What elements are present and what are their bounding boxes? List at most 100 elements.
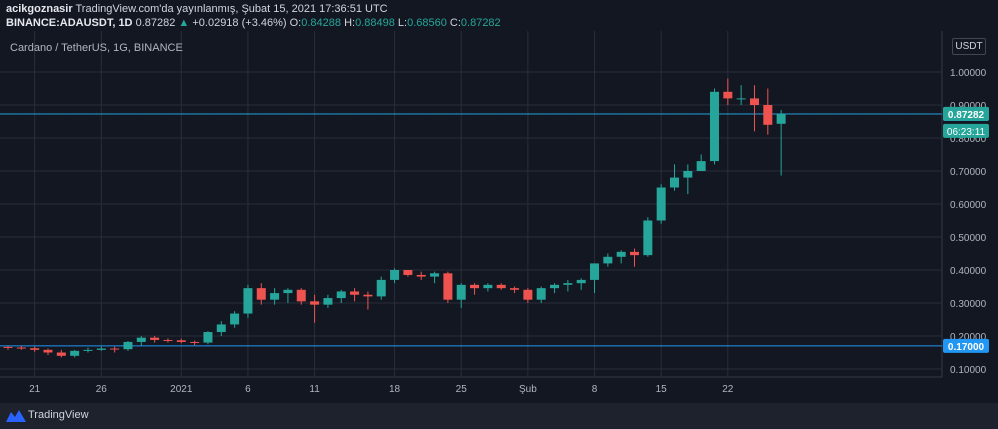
candle-body [523,289,533,300]
symbol-label: BINANCE:ADAUSDT, 1D [6,17,133,29]
candle-body [723,91,733,99]
candle-body [70,350,80,356]
candle-body [683,171,693,178]
candle-body [123,341,133,350]
y-tick-label: 0.90000 [950,101,987,112]
change-arrow-icon: ▲ [178,17,190,29]
last-price-label-bg [943,106,989,121]
close-label: C: [449,17,461,29]
candle-body [776,113,786,124]
candle-body [430,273,440,277]
x-tick-label: 26 [96,384,108,395]
candle-body [470,284,480,289]
footer-bar [0,403,998,429]
grid [0,31,998,403]
candle-body [630,251,640,256]
countdown-label: 06:23:11 [947,127,986,138]
x-tick-label: 2021 [170,384,193,395]
header-bar: acikgoznasir TradingView.com'da yayınlan… [0,0,998,31]
low-label: L: [397,17,408,29]
candle-body [16,347,26,349]
candle-body [363,294,373,297]
candle-body [176,340,186,342]
y-tick-label: 0.10000 [950,365,987,376]
candle-body [443,273,453,300]
publish-info: TradingView.com'da yayınlanmış, Şubat 15… [75,3,388,15]
candle-body [643,220,653,256]
author-name[interactable]: acikgoznasir [6,3,73,15]
y-tick-label: 0.30000 [950,299,987,310]
candle-body [190,341,200,343]
y-tick-label: 0.70000 [950,167,987,178]
candle-body [256,288,266,300]
candle-body [56,352,66,356]
y-tick-label: 0.40000 [950,266,987,277]
y-tick-label: 0.60000 [950,200,987,211]
currency-unit-button[interactable]: USDT [952,38,986,55]
candle-body [243,288,253,314]
y-tick-label: 0.50000 [950,233,987,244]
candle-body [336,291,346,299]
tradingview-logo-icon[interactable] [6,408,26,422]
last-price-label: 0.87282 [948,110,985,121]
candle-body [510,288,520,290]
axes: 0.10000 0.20000 0.30000 0.40000 0.50000 0.600… [29,68,989,395]
candle-body [416,274,426,277]
x-tick-label: 11 [309,384,320,395]
candle-body [496,284,506,289]
candle-body [656,187,666,221]
candle-body [616,251,626,257]
high-label: H: [344,17,356,29]
candle-body [310,301,320,305]
x-tick-label: 8 [592,384,598,395]
candle-body [563,283,573,285]
candle-body [30,348,40,350]
candle-body [376,279,386,297]
candle-body [483,284,493,289]
candle-body [603,256,613,264]
candle-body [43,349,53,353]
candle-body [216,324,226,333]
candle-body [403,270,413,275]
x-tick-label: 15 [656,384,668,395]
candle-body [270,293,280,300]
candle-body [83,349,93,351]
candle-body [350,291,360,295]
candle-body [323,298,333,305]
candle-body [150,337,160,340]
candle-body [736,98,746,100]
candle-body [536,288,546,300]
candle-body [3,346,13,348]
chart-title: Cardano / TetherUS, 1G, BINANCE [10,42,183,54]
candle-body [283,289,293,294]
close-value: 0.87282 [460,17,501,29]
open-label: O: [289,17,302,29]
horizontal-line-label-bg [943,338,989,353]
candle-body [96,348,106,350]
x-tick-label: 25 [456,384,468,395]
x-tick-label: 21 [29,384,41,395]
y-tick-label: 1.00000 [950,68,987,79]
candle-body [163,339,173,341]
candle-body [763,105,773,125]
x-tick-label: 6 [245,384,251,395]
candle-body [203,332,213,343]
candle-body [456,284,466,300]
change-value: +0.02918 (+3.46%) [192,17,287,29]
y-tick-label: 0.20000 [950,332,987,343]
candles [3,78,786,358]
horizontal-line-label: 0.17000 [948,342,985,353]
candle-body [749,98,759,105]
candle-body [670,177,679,188]
price-chart[interactable]: 0.10000 0.20000 0.30000 0.40000 0.50000 0.600… [0,31,998,403]
candle-body [136,337,146,342]
tradingview-brand[interactable]: TradingView [28,409,89,421]
x-tick-label: 22 [722,384,734,395]
candle-body [590,263,600,280]
open-value: 0.84288 [301,17,341,29]
publish-line: acikgoznasir TradingView.com'da yayınlan… [6,3,388,15]
candle-body [110,348,120,350]
last-price: 0.87282 [135,17,176,29]
x-tick-label: 18 [389,384,401,395]
candle-body [390,270,400,280]
